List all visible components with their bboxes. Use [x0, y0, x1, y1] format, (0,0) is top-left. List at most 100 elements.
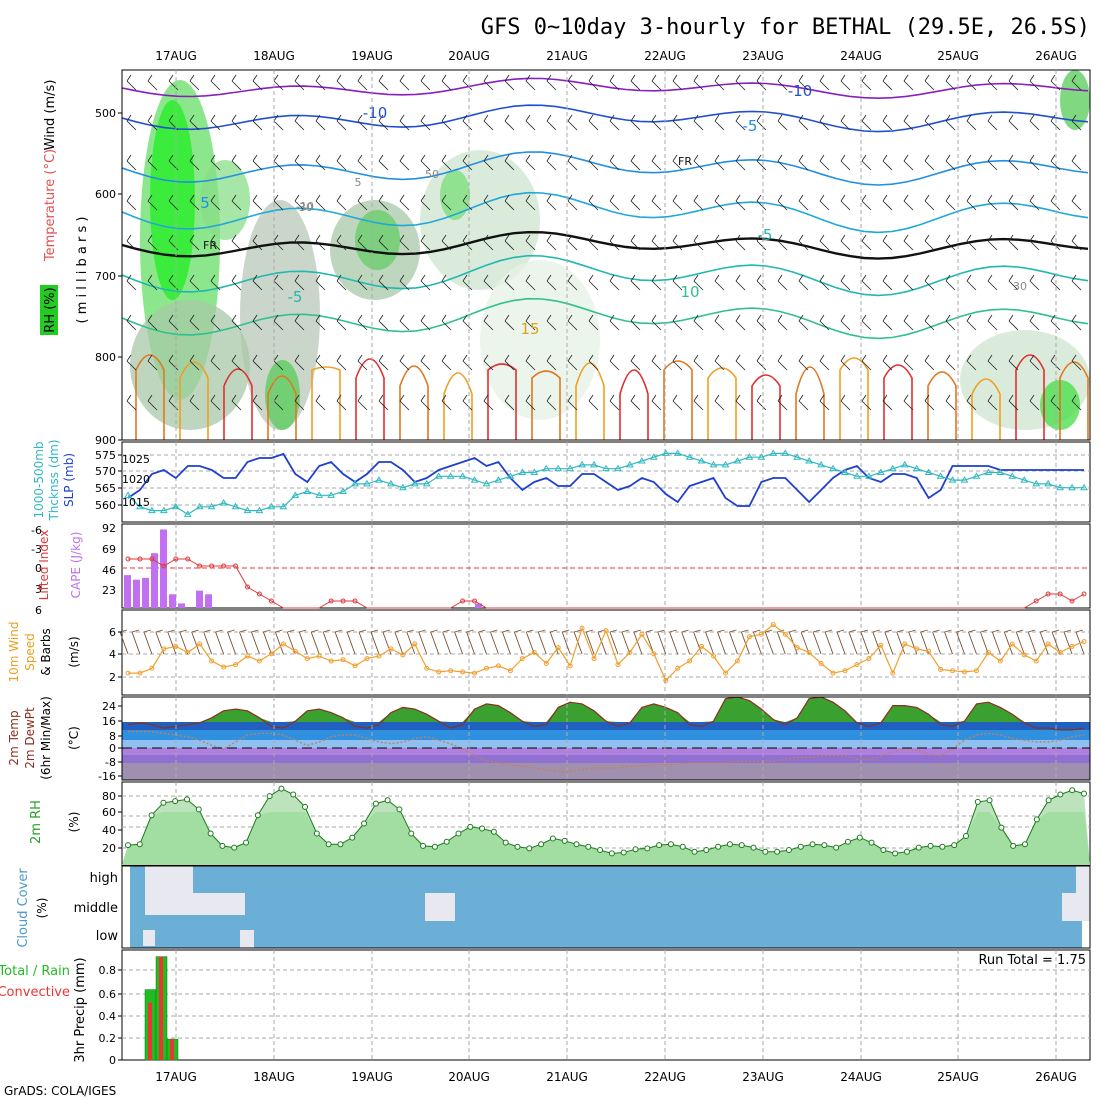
rh-marker [738, 842, 745, 849]
wind-barb [882, 154, 893, 171]
wind-barb [504, 74, 515, 91]
wind-barb [819, 114, 830, 131]
wind-barb [1071, 154, 1082, 171]
wind-barb [840, 74, 851, 91]
wind-speed-marker [197, 641, 203, 647]
thickness-marker [996, 468, 1005, 475]
surface-wind-barb [167, 629, 177, 655]
rh-marker [762, 848, 769, 855]
wind-speed-marker [316, 653, 322, 659]
wind-speed-marker [770, 622, 776, 628]
precip-label: 0.6 [99, 988, 117, 1001]
thickness-marker [291, 491, 300, 498]
date-label-top: 26AUG [1035, 49, 1077, 63]
rh-marker [998, 824, 1005, 831]
surface-wind-barb [621, 629, 631, 655]
wind-barb [630, 114, 641, 131]
thickness-marker [697, 457, 706, 464]
rh-line [127, 788, 1085, 854]
wind-barb [210, 74, 221, 91]
wind-barb [546, 114, 557, 131]
wind-barb [714, 314, 725, 331]
wind-speed-marker [364, 656, 370, 662]
date-label-top: 19AUG [351, 49, 393, 63]
surface-wind-barb [932, 629, 942, 655]
wind-axis-label: Wind (m/s) [43, 80, 58, 151]
rh-shade [480, 260, 600, 420]
wind-speed-marker [280, 641, 286, 647]
li-marker [185, 556, 191, 562]
li-tick-label: -3 [31, 543, 42, 556]
cloud-gap [240, 930, 254, 948]
wind-barb [861, 234, 872, 251]
wind-barb [756, 74, 767, 91]
slp-tick-label: 1020 [122, 473, 150, 486]
wind-barb [735, 234, 746, 251]
rh-marker [538, 841, 545, 848]
wind-barb [504, 394, 515, 411]
wind-barb [231, 154, 242, 171]
panel-frame [121, 523, 1091, 609]
wind-barb [798, 114, 809, 131]
rh-marker [278, 785, 285, 792]
surface-wind-barb [131, 629, 141, 655]
wind-barb [630, 394, 641, 411]
surface-wind-barb [681, 629, 691, 655]
wind-barb [966, 354, 977, 371]
wind-speed-marker [1045, 641, 1051, 647]
warm-contour [575, 362, 605, 440]
rh-marker [620, 849, 627, 856]
rh-marker [549, 835, 556, 842]
surface-wind-barb [442, 629, 452, 655]
wind-speed-marker [256, 658, 262, 664]
wind-barb [903, 194, 914, 211]
temp-contour-minus5 [121, 151, 1089, 186]
contour-label: 30 [1013, 280, 1027, 293]
wind-speed-marker [531, 650, 537, 655]
wind-barb [357, 274, 368, 291]
wind-barb [126, 74, 137, 91]
surface-wind-barb [119, 629, 129, 655]
wind-barb [882, 314, 893, 331]
wind-barb [567, 234, 578, 251]
wind-barb [357, 394, 368, 411]
rh-marker [880, 847, 887, 854]
wind-barb [126, 154, 137, 171]
wind-barb [609, 274, 620, 291]
wind-barb [903, 274, 914, 291]
wind-barb [147, 274, 158, 291]
wind-barb [693, 394, 704, 411]
wind-speed-marker [1057, 650, 1063, 655]
cape-axis-label: CAPE (J/kg) [69, 532, 83, 599]
rh-marker [502, 839, 509, 846]
wind-barb [630, 74, 641, 91]
wind-barb [966, 314, 977, 331]
rh-marker [644, 845, 651, 852]
wind-speed-marker [603, 628, 609, 634]
thickness-label: 560 [95, 499, 116, 512]
wind-barb [693, 354, 704, 371]
surface-wind-barb [298, 629, 308, 655]
cape-bar [196, 590, 203, 608]
date-label-bottom: 25AUG [937, 1070, 979, 1084]
wind-barb [420, 394, 431, 411]
wind-barb [777, 314, 788, 331]
date-axis: 17AUG 17AUG 18AUG 18AUG 19AUG 19AUG 20AUG 20AUG… [155, 49, 1077, 1084]
precip-label: 0.4 [99, 1010, 117, 1023]
thickness-marker [494, 476, 503, 483]
surface-wind-barb [262, 629, 272, 655]
surface-wind-barb [872, 629, 882, 655]
wind-barb [693, 154, 704, 171]
wind-barb [987, 114, 998, 131]
surface-wind-barb [669, 629, 679, 655]
wind-speed-marker [400, 652, 406, 658]
cloud-level-label: high [90, 871, 118, 886]
wind-barb [987, 194, 998, 211]
wind-barb [588, 74, 599, 91]
wind-barb [1071, 234, 1082, 251]
cloud-gap [425, 893, 455, 921]
wind-speed-marker [173, 643, 179, 649]
surface-wind-barb [609, 629, 619, 655]
li-marker [221, 563, 227, 569]
